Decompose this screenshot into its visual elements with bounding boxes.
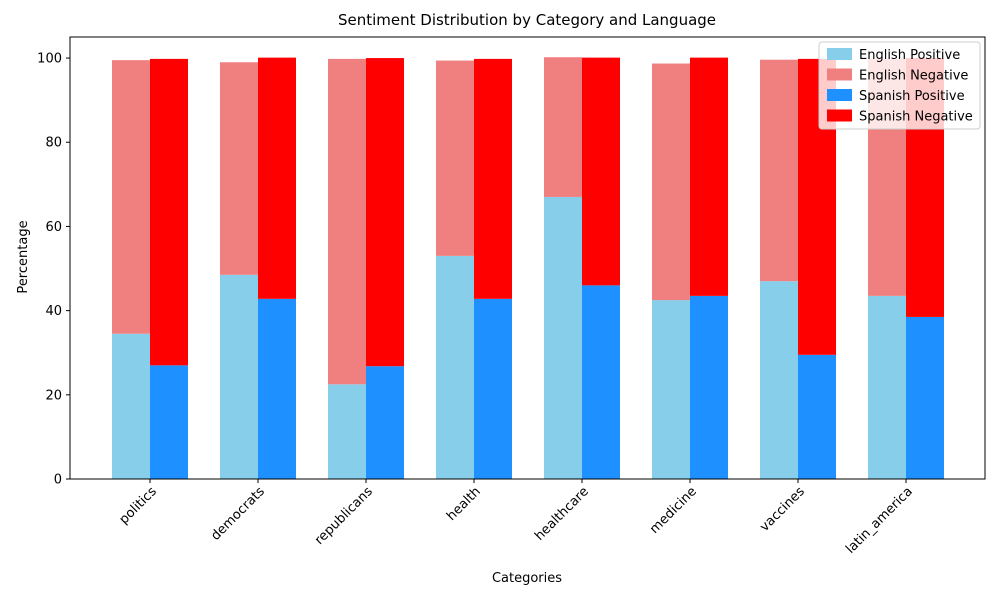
legend-swatch-spanish-negative [827, 109, 852, 122]
legend-label-english-negative: English Negative [859, 69, 968, 84]
bar-english-negative-medicine [652, 63, 690, 301]
bar-spanish-positive-healthcare [582, 285, 620, 479]
bar-spanish-positive-democrats [258, 298, 296, 479]
bar-english-positive-democrats [220, 274, 258, 479]
bar-spanish-positive-health [474, 298, 512, 479]
bar-english-negative-health [436, 60, 474, 256]
bar-english-negative-democrats [220, 62, 258, 275]
bar-english-positive-medicine [652, 300, 690, 479]
bar-spanish-negative-politics [150, 58, 188, 366]
y-tick-label: 80 [45, 136, 62, 151]
x-axis-label: Categories [492, 571, 562, 586]
bar-spanish-negative-democrats [258, 57, 296, 299]
bar-spanish-positive-politics [150, 365, 188, 479]
bar-english-positive-vaccines [760, 281, 798, 479]
y-tick-label: 0 [54, 473, 62, 488]
bar-spanish-negative-republicans [366, 58, 404, 367]
bar-english-negative-healthcare [544, 57, 582, 197]
bar-spanish-negative-health [474, 58, 512, 299]
legend: English Positive English Negative Spanish … [818, 41, 981, 130]
bar-english-negative-politics [112, 60, 150, 334]
bar-spanish-negative-medicine [690, 57, 728, 296]
y-axis-label: Percentage [16, 220, 31, 293]
bar-english-negative-vaccines [760, 59, 798, 282]
legend-label-spanish-positive: Spanish Positive [859, 89, 965, 104]
y-tick-label: 40 [45, 304, 62, 319]
legend-swatch-english-negative [827, 68, 852, 81]
bar-spanish-positive-vaccines [798, 354, 836, 479]
bars-group [112, 57, 944, 479]
y-tick-label: 100 [37, 52, 62, 67]
y-tick-label: 20 [45, 388, 62, 403]
legend-swatch-spanish-positive [827, 89, 852, 101]
chart-title: Sentiment Distribution by Category and L… [338, 11, 716, 29]
plot-frame [69, 36, 986, 480]
bar-english-positive-latin_america [868, 295, 906, 479]
legend-frame [818, 41, 981, 130]
bar-english-positive-health [436, 255, 474, 479]
bar-english-positive-republicans [328, 384, 366, 479]
legend-label-spanish-negative: Spanish Negative [859, 110, 973, 125]
bar-english-positive-politics [112, 333, 150, 479]
legend-label-english-positive: English Positive [859, 48, 960, 63]
bar-spanish-positive-republicans [366, 366, 404, 479]
bar-spanish-positive-medicine [690, 295, 728, 479]
y-tick-label: 60 [45, 220, 62, 235]
bar-spanish-positive-latin_america [906, 316, 944, 479]
bar-spanish-negative-healthcare [582, 57, 620, 286]
legend-swatch-english-positive [827, 48, 852, 60]
bar-english-positive-healthcare [544, 196, 582, 479]
bar-english-negative-republicans [328, 58, 366, 385]
